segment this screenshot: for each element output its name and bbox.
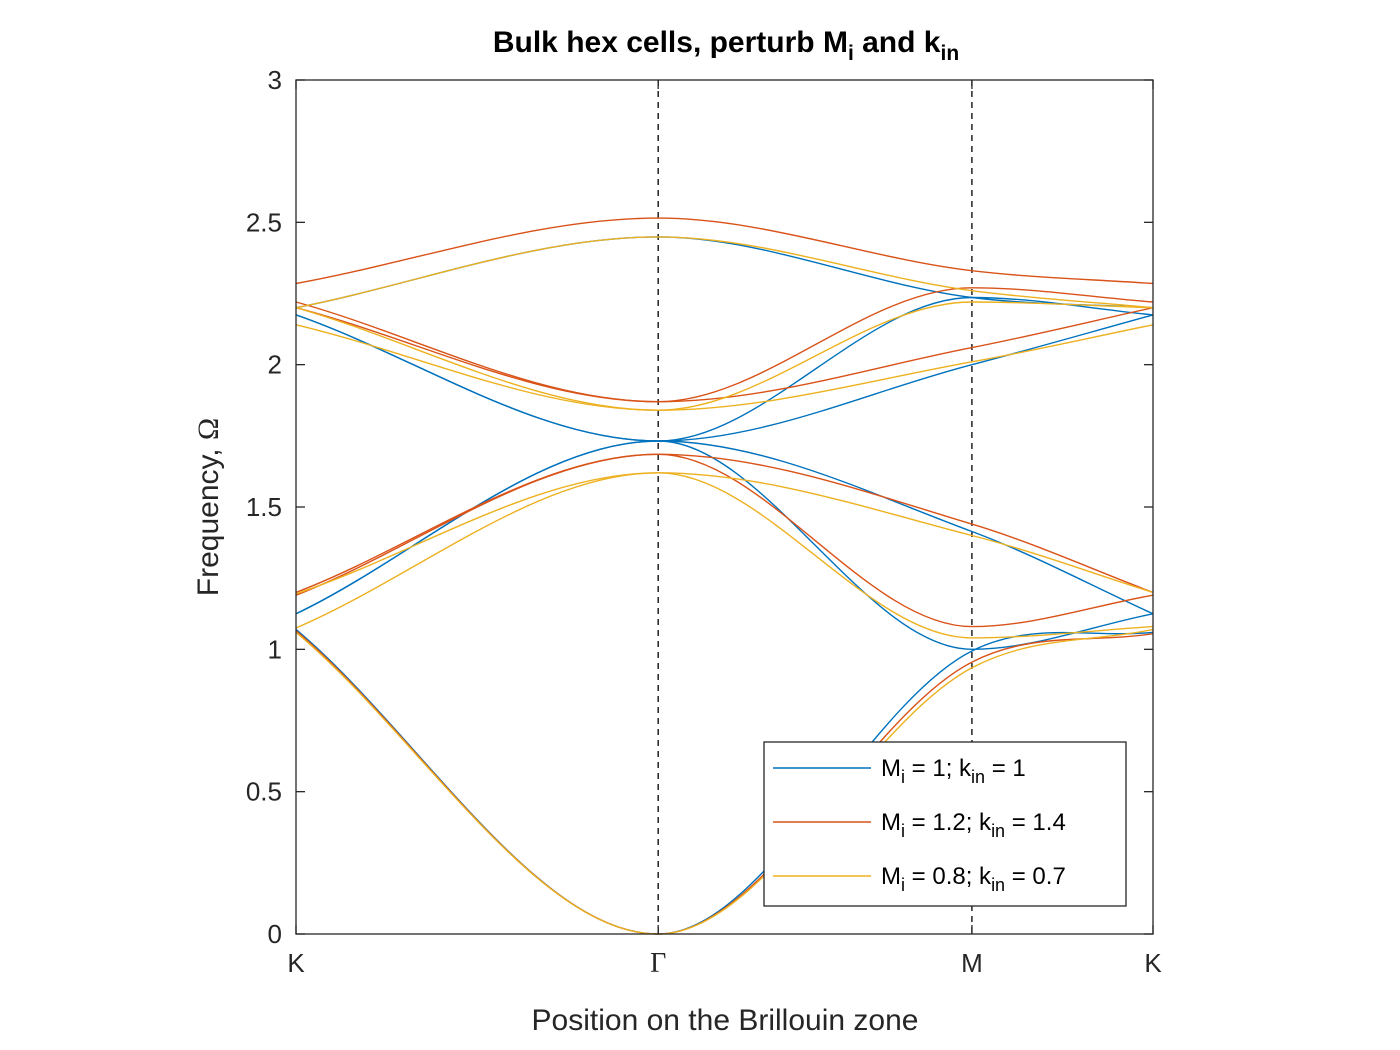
- chart-title: Bulk hex cells, perturb Mi and kin: [493, 26, 959, 65]
- series-2-band-0: [295, 628, 1154, 935]
- series-2-band-4: [295, 301, 1154, 411]
- y-tick-label: 1.5: [246, 492, 282, 522]
- series-0: [295, 236, 1154, 935]
- legend-label-2: Mi = 0.8; kin = 0.7: [881, 863, 1066, 895]
- y-tick-label: 1: [268, 634, 282, 664]
- legend: Mi = 1; kin = 1 Mi = 1.2; kin = 1.4 Mi = 0…: [763, 741, 1127, 907]
- x-tick-label: K: [1144, 948, 1162, 978]
- series-2-band-1: [295, 472, 1154, 639]
- legend-box: [763, 741, 1127, 907]
- x-tick-label: M: [961, 948, 983, 978]
- x-tick-label: Γ: [650, 948, 666, 979]
- y-axis-label: Frequency, Ω: [192, 418, 225, 596]
- y-tick-label: 0.5: [246, 777, 282, 807]
- series-2-band-3: [295, 324, 1154, 411]
- y-tick-label: 2.5: [246, 207, 282, 237]
- y-axis: 0 0.5 1 1.5 2 2.5 3: [246, 65, 1153, 949]
- series-layer: [295, 217, 1154, 935]
- y-tick-label: 2: [268, 350, 282, 380]
- y-tick-label: 0: [268, 919, 282, 949]
- series-0-band-2: [295, 440, 1154, 615]
- series-2-band-2: [295, 472, 1154, 595]
- series-1-band-3: [295, 307, 1154, 403]
- y-tick-label: 3: [268, 65, 282, 95]
- series-2: [295, 236, 1154, 935]
- legend-label-1: Mi = 1.2; kin = 1.4: [881, 809, 1066, 841]
- series-1-band-1: [295, 453, 1154, 628]
- x-tick-label: K: [287, 948, 305, 978]
- legend-label-0: Mi = 1; kin = 1: [881, 755, 1026, 787]
- series-2-band-5: [295, 236, 1154, 309]
- series-1-band-2: [295, 453, 1154, 594]
- series-1-band-4: [295, 287, 1154, 403]
- series-1-band-5: [295, 217, 1154, 285]
- x-axis-label: Position on the Brillouin zone: [532, 1004, 919, 1037]
